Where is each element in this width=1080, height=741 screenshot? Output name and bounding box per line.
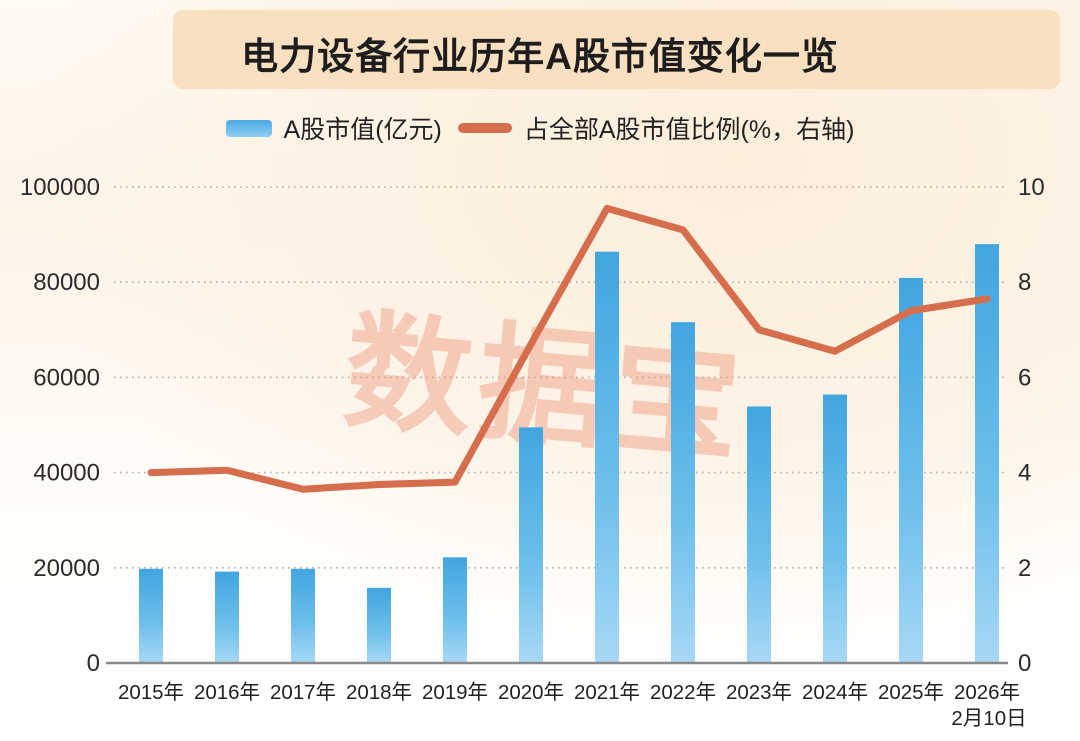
right-axis-tick-label: 8 bbox=[1018, 269, 1031, 296]
ratio-line bbox=[147, 204, 991, 493]
legend-label-ratio: 占全部A股市值比例(%，右轴) bbox=[523, 116, 855, 144]
x-axis-label: 2017年 bbox=[270, 681, 336, 704]
bar-2016年 bbox=[215, 571, 239, 663]
x-axis-label: 2015年 bbox=[118, 681, 184, 704]
bar-2024年 bbox=[823, 394, 847, 663]
x-axis-label: 2019年 bbox=[422, 681, 488, 704]
x-axis-label: 2021年 bbox=[574, 681, 640, 704]
chart-title: 电力设备行业历年A股市值变化一览 bbox=[241, 36, 839, 77]
bar-series-swatch-icon bbox=[225, 119, 272, 137]
x-axis-label: 2022年 bbox=[650, 681, 716, 704]
right-axis-tick-label: 2 bbox=[1018, 555, 1031, 582]
legend-label-market-cap: A股市值(亿元) bbox=[283, 116, 442, 144]
bar-2023年 bbox=[747, 406, 771, 663]
left-axis-tick-label: 80000 bbox=[33, 269, 100, 296]
x-axis-label: 2020年 bbox=[498, 681, 564, 704]
bar-2022年 bbox=[671, 322, 695, 663]
line-series-swatch-icon bbox=[457, 123, 512, 133]
x-axis-label: 2023年 bbox=[726, 681, 792, 704]
bar-2019年 bbox=[443, 557, 467, 663]
x-axis-label: 2016年 bbox=[194, 681, 260, 704]
left-axis-tick-label: 0 bbox=[87, 650, 100, 677]
left-axis-tick-label: 20000 bbox=[33, 555, 100, 582]
right-axis-tick-label: 4 bbox=[1018, 460, 1031, 487]
bar-2026年 bbox=[975, 244, 999, 663]
legend-item-market-cap: A股市值(亿元) bbox=[225, 110, 442, 146]
x-axis-label: 2024年 bbox=[802, 681, 868, 704]
title-band bbox=[173, 10, 1060, 89]
left-axis-tick-label: 40000 bbox=[33, 460, 100, 487]
right-axis-tick-label: 6 bbox=[1018, 364, 1031, 391]
bar-2025年 bbox=[899, 277, 923, 663]
right-axis-tick-label: 0 bbox=[1018, 650, 1031, 677]
left-axis-tick-label: 100000 bbox=[20, 174, 100, 201]
x-axis-label-note: 2月10日 bbox=[951, 707, 1026, 730]
x-axis-label: 2025年 bbox=[878, 681, 944, 704]
bar-2021年 bbox=[595, 251, 619, 663]
bar-2015年 bbox=[139, 568, 163, 663]
x-axis-label: 2026年 bbox=[954, 681, 1020, 704]
bar-2017年 bbox=[291, 568, 315, 663]
bar-2020年 bbox=[519, 427, 543, 663]
right-axis-tick-label: 10 bbox=[1018, 174, 1045, 201]
x-axis-label: 2018年 bbox=[346, 681, 412, 704]
bar-2018年 bbox=[367, 587, 391, 663]
legend: A股市值(亿元) 占全部A股市值比例(%，右轴) bbox=[0, 110, 1080, 146]
legend-item-ratio: 占全部A股市值比例(%，右轴) bbox=[457, 110, 855, 146]
left-axis-tick-label: 60000 bbox=[33, 364, 100, 391]
